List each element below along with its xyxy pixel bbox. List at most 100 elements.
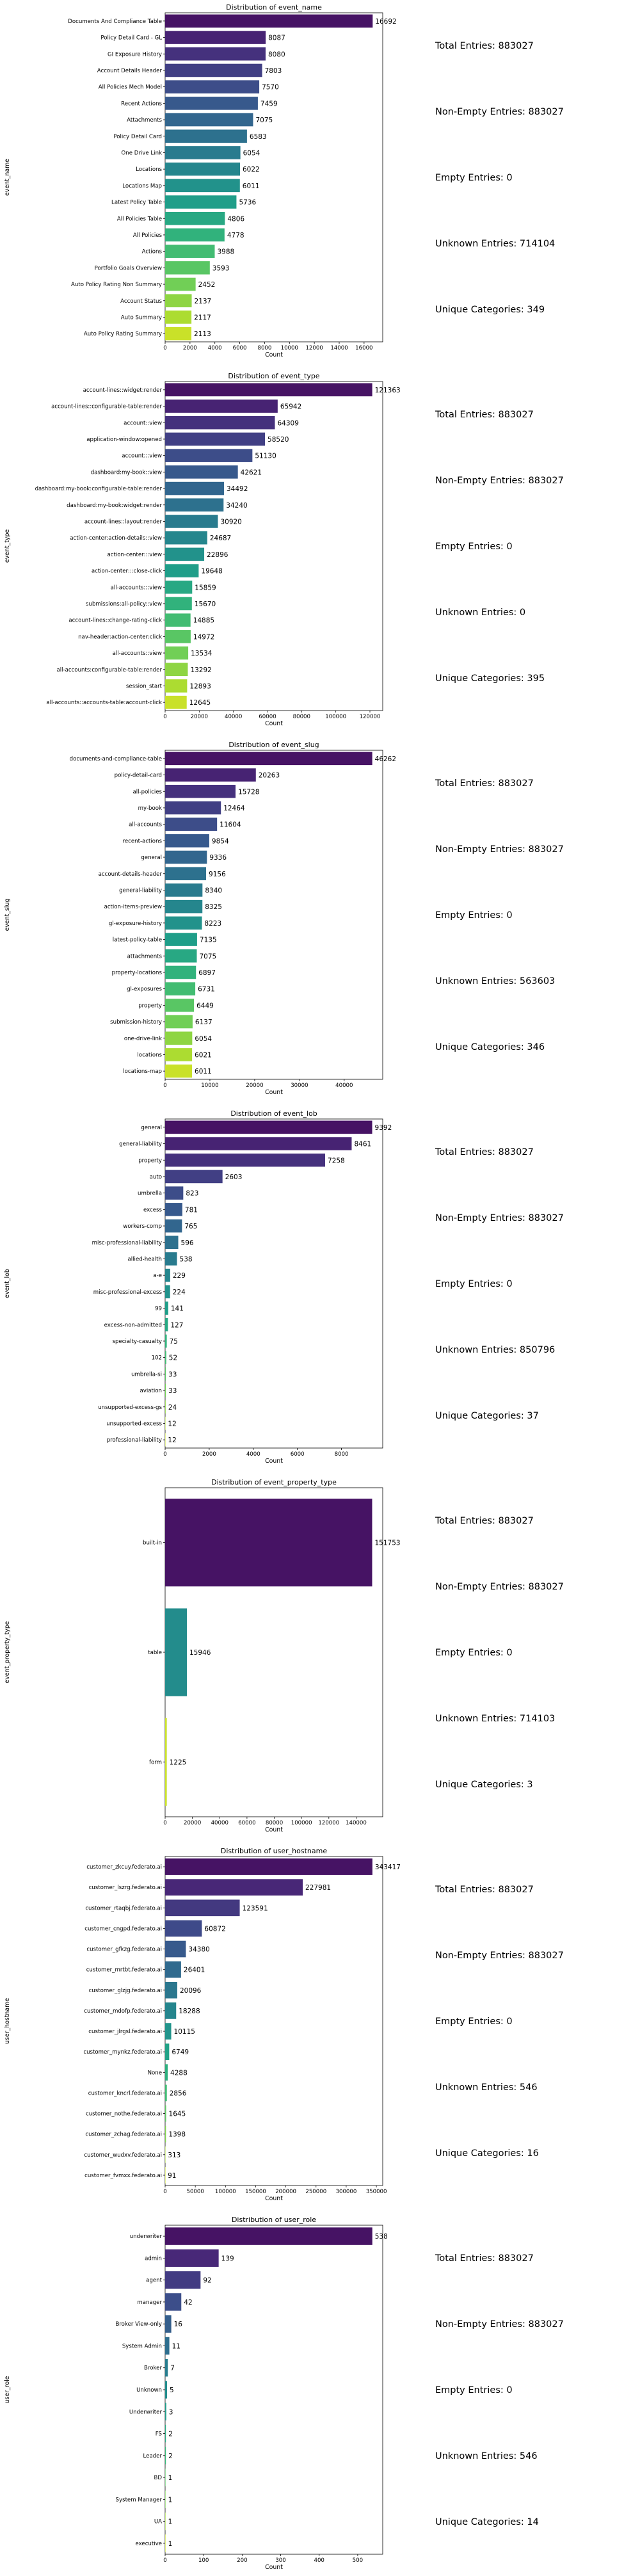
data-label: 9392 <box>375 1124 392 1132</box>
data-label: 7459 <box>260 100 278 108</box>
y-tick-label: unsupported-excess-gs <box>98 1405 162 1411</box>
x-tick-label: 10000 <box>201 1083 218 1089</box>
bar-8 <box>165 515 218 528</box>
data-label: 6011 <box>243 182 260 190</box>
y-tick-label: customer_zchag.federato.ai <box>85 2132 162 2138</box>
bar-13 <box>165 1334 167 1348</box>
x-tick-label: 40000 <box>225 714 242 720</box>
data-label: 46262 <box>375 755 396 763</box>
y-tick-label: umbrella <box>138 1191 162 1197</box>
data-label: 3593 <box>212 264 230 272</box>
y-tick-label: customer_lszrg.federato.ai <box>89 1885 162 1891</box>
bar-14 <box>165 1351 166 1364</box>
data-label: 15728 <box>238 788 259 796</box>
y-tick-label: One Drive Link <box>122 150 162 156</box>
chart-title: Distribution of event_lob <box>230 1109 317 1118</box>
bar-15 <box>165 999 195 1012</box>
data-label: 7075 <box>255 117 273 124</box>
x-tick-label: 300 <box>275 2557 285 2564</box>
bar-17 <box>165 294 192 308</box>
bar-11 <box>165 2084 167 2102</box>
data-label: 7803 <box>265 67 282 75</box>
y-tick-label: Latest Policy Table <box>111 200 162 206</box>
data-label: 1 <box>168 2540 173 2548</box>
x-tick-label: 0 <box>163 1451 166 1458</box>
bar-13 <box>165 2512 166 2531</box>
data-label: 313 <box>168 2152 180 2159</box>
x-tick-label: 140000 <box>346 1820 367 1826</box>
data-label: 14885 <box>193 617 214 625</box>
chart-title: Distribution of user_hostname <box>221 1847 327 1855</box>
y-tick-label: customer_nothe.federato.ai <box>86 2111 162 2118</box>
x-tick-label: 200000 <box>275 2189 296 2195</box>
data-label: 20263 <box>259 772 280 780</box>
bar-9 <box>165 531 207 545</box>
bar-14 <box>165 245 215 258</box>
y-tick-label: customer_jlrgsl.federato.ai <box>88 2029 162 2035</box>
bar-3 <box>165 63 262 77</box>
y-tick-label: nav-header:action-center:click <box>78 634 162 640</box>
data-label: 1 <box>168 2518 173 2526</box>
data-label: 6449 <box>196 1002 214 1010</box>
data-label: 92 <box>203 2277 211 2285</box>
y-tick-label: allied-health <box>128 1256 162 1262</box>
data-label: 20096 <box>180 1987 202 1995</box>
y-tick-label: all-accounts:::view <box>111 584 162 591</box>
data-label: 75 <box>170 1338 178 1346</box>
bar-16 <box>165 646 189 660</box>
y-tick-label: customer_kncrl.federato.ai <box>88 2090 162 2097</box>
y-tick-label: one-drive-link <box>124 1036 162 1042</box>
bar-11 <box>165 564 199 577</box>
bar-19 <box>165 1064 193 1078</box>
data-label: 6749 <box>172 2049 189 2056</box>
data-label: 823 <box>186 1190 198 1198</box>
y-tick-label: excess <box>143 1207 163 1213</box>
y-tick-label: Attachments <box>127 117 162 124</box>
data-label: 24687 <box>210 535 231 542</box>
y-axis-label: event_property_type <box>4 1621 11 1683</box>
bar-2 <box>165 1718 167 1806</box>
bar-4 <box>165 449 253 462</box>
bar-16 <box>165 1015 193 1029</box>
x-tick-label: 6000 <box>291 1451 305 1458</box>
y-tick-label: customer_zkcuy.federato.ai <box>86 1864 162 1871</box>
stat-text: Unique Categories: 16 <box>435 2148 539 2159</box>
y-axis-label: user_hostname <box>4 1998 11 2044</box>
data-label: 22896 <box>207 551 228 559</box>
bar-2 <box>165 47 266 61</box>
y-tick-label: general <box>141 1125 162 1131</box>
data-label: 11 <box>172 2342 180 2350</box>
y-tick-label: GI Exposure History <box>108 51 162 58</box>
data-label: 121363 <box>375 387 401 394</box>
bar-4 <box>165 1940 186 1958</box>
data-label: 12 <box>168 1420 176 1428</box>
data-label: 3 <box>169 2408 173 2416</box>
bar-0 <box>165 2227 372 2245</box>
x-tick-label: 60000 <box>259 714 276 720</box>
y-tick-label: Broker View-only <box>115 2321 162 2328</box>
bar-12 <box>165 1317 168 1332</box>
y-tick-label: customer_fvmxx.federato.ai <box>84 2173 162 2179</box>
x-tick-label: 8000 <box>335 1451 349 1458</box>
x-tick-label: 500 <box>353 2557 363 2564</box>
data-label: 596 <box>181 1239 194 1247</box>
data-label: 15670 <box>195 600 216 608</box>
y-tick-label: executive <box>135 2541 162 2547</box>
bar-7 <box>165 2381 168 2399</box>
stat-text: Unknown Entries: 546 <box>435 2451 538 2461</box>
y-tick-label: System Admin <box>122 2343 162 2349</box>
data-label: 12645 <box>189 699 211 707</box>
data-label: 12 <box>168 1437 176 1444</box>
stat-text: Non-Empty Entries: 883027 <box>435 1582 564 1592</box>
bar-0 <box>165 1858 372 1875</box>
y-tick-label: all-accounts::accounts-table:account-cli… <box>46 700 162 706</box>
x-axis-label: Count <box>265 351 283 358</box>
bar-1 <box>165 399 278 413</box>
bar-6 <box>165 1219 182 1233</box>
bar-14 <box>165 2146 166 2163</box>
x-tick-label: 250000 <box>305 2189 326 2195</box>
data-label: 151753 <box>374 1540 400 1547</box>
stat-text: Total Entries: 883027 <box>435 41 534 51</box>
x-tick-label: 80000 <box>293 714 310 720</box>
y-tick-label: agent <box>146 2278 162 2284</box>
